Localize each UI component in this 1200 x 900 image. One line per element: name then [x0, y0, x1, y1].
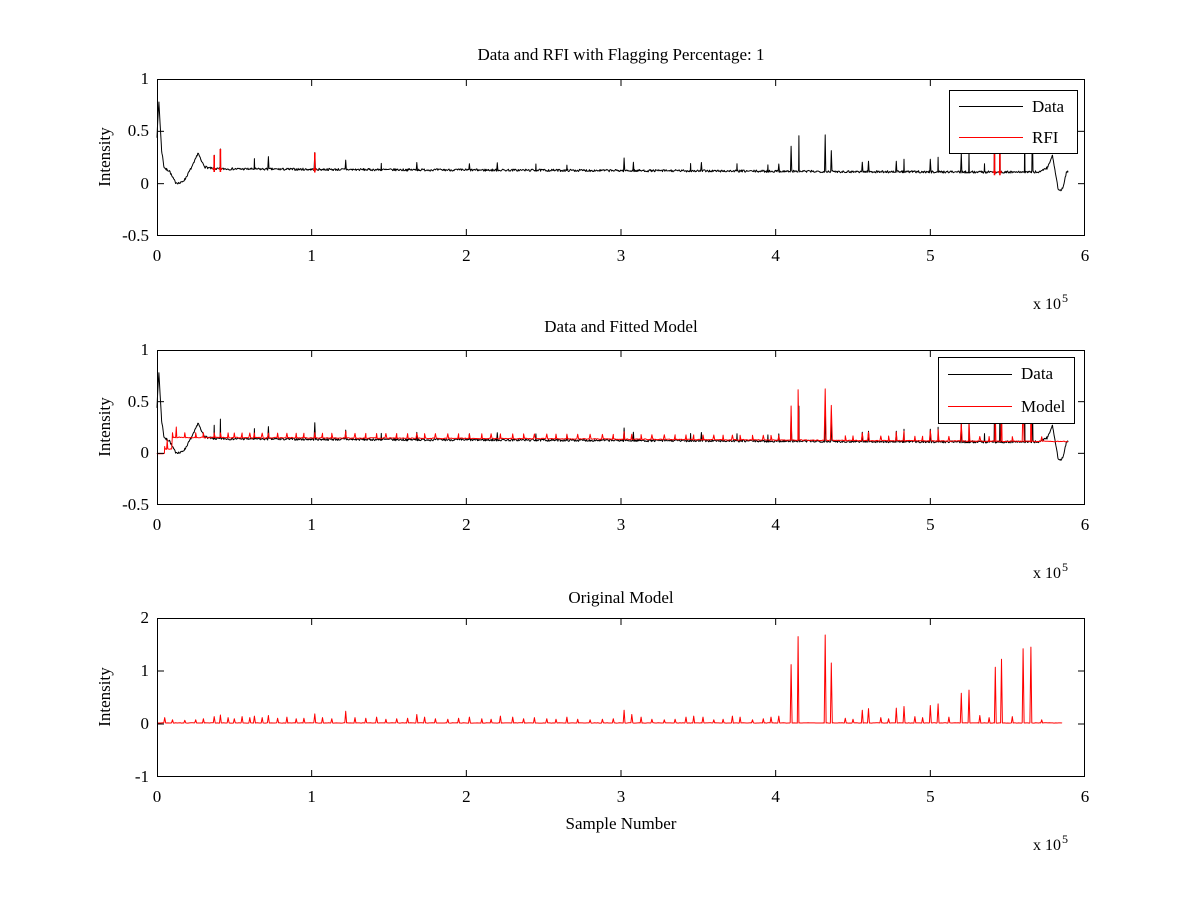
- plot3-x-scale-label: x 105: [1033, 832, 1068, 855]
- legend-label: Data: [1021, 364, 1054, 384]
- x-tick-label: 0: [152, 515, 162, 534]
- x-tick-label: 2: [462, 515, 471, 534]
- plot2-title: Data and Fitted Model: [544, 317, 698, 336]
- plot1-canvas: [156, 79, 1085, 236]
- x-tick-label: 0: [152, 246, 162, 265]
- x-tick-label: 3: [616, 787, 626, 806]
- plot3-xlabel: Sample Number: [565, 814, 677, 833]
- x-tick-label: 6: [1080, 515, 1090, 534]
- y-tick-label: 2: [140, 608, 150, 627]
- series-data: [156, 101, 1069, 192]
- series-model: [156, 388, 1069, 455]
- x-tick-label: 4: [771, 246, 780, 265]
- x-scale-prefix: x 10: [1033, 565, 1061, 582]
- axes-box: [157, 618, 1085, 777]
- y-tick-label: 0: [140, 714, 150, 733]
- y-tick-label: 0.5: [127, 391, 149, 411]
- x-tick-label: 0: [152, 787, 162, 806]
- legend-line-sample: [959, 137, 1023, 138]
- x-tick-label: 3: [616, 515, 626, 534]
- legend-label: Model: [1021, 396, 1066, 416]
- plot2-ylabel: Intensity: [95, 397, 114, 457]
- series-rfi: [212, 132, 1002, 176]
- plot1-ylabel: Intensity: [95, 127, 114, 187]
- y-tick-label: 1: [140, 661, 150, 680]
- y-tick-label: 0.5: [127, 121, 149, 141]
- plot1-x-scale-label: x 105: [1033, 291, 1068, 314]
- plot3-title: Original Model: [568, 588, 674, 607]
- y-tick-label: 0: [140, 443, 150, 463]
- legend-line-sample: [948, 406, 1012, 408]
- legend-label: Data: [1032, 96, 1065, 116]
- legend-item-rfi: RFI: [950, 122, 1077, 153]
- x-tick-label: 2: [462, 246, 471, 265]
- plot3-canvas: [157, 618, 1085, 777]
- y-tick-label: -0.5: [122, 226, 149, 245]
- y-tick-label: -1: [134, 767, 149, 786]
- legend-line-sample: [948, 373, 1012, 375]
- y-tick-label: -0.5: [122, 495, 149, 514]
- x-scale-exponent: 5: [1062, 832, 1068, 846]
- axes-box: [157, 79, 1085, 236]
- x-tick-label: 1: [307, 515, 316, 534]
- x-tick-label: 1: [307, 787, 316, 806]
- x-scale-exponent: 5: [1062, 291, 1068, 305]
- series-original-model: [157, 634, 1063, 724]
- legend-line-sample: [959, 106, 1023, 107]
- plot1-title: Data and RFI with Flagging Percentage: 1: [477, 45, 765, 64]
- plot2-canvas: [156, 350, 1085, 505]
- x-tick-label: 4: [771, 515, 780, 534]
- x-tick-label: 5: [926, 246, 935, 265]
- plot2-x-scale-label: x 105: [1033, 560, 1068, 583]
- x-tick-label: 6: [1080, 787, 1090, 806]
- x-tick-label: 4: [771, 787, 780, 806]
- legend-item-data: Data: [939, 358, 1074, 391]
- x-tick-label: 5: [926, 515, 935, 534]
- x-scale-prefix: x 10: [1033, 837, 1061, 854]
- y-tick-label: 0: [140, 173, 150, 193]
- x-tick-label: 6: [1080, 246, 1090, 265]
- plot1-legend: Data RFI: [949, 90, 1078, 154]
- x-tick-label: 3: [616, 246, 626, 265]
- x-tick-label: 1: [307, 246, 316, 265]
- legend-label: RFI: [1032, 127, 1059, 147]
- x-scale-prefix: x 10: [1033, 296, 1061, 313]
- axes-box: [157, 350, 1085, 505]
- plot3-ylabel: Intensity: [95, 667, 114, 727]
- legend-item-model: Model: [939, 391, 1074, 424]
- y-tick-label: 1: [140, 69, 150, 88]
- x-tick-label: 5: [926, 787, 935, 806]
- x-tick-label: 2: [462, 787, 471, 806]
- y-tick-label: 1: [140, 340, 150, 359]
- series-data: [156, 372, 1069, 461]
- legend-item-data: Data: [950, 91, 1077, 122]
- x-scale-exponent: 5: [1062, 560, 1068, 574]
- plot2-legend: Data Model: [938, 357, 1075, 424]
